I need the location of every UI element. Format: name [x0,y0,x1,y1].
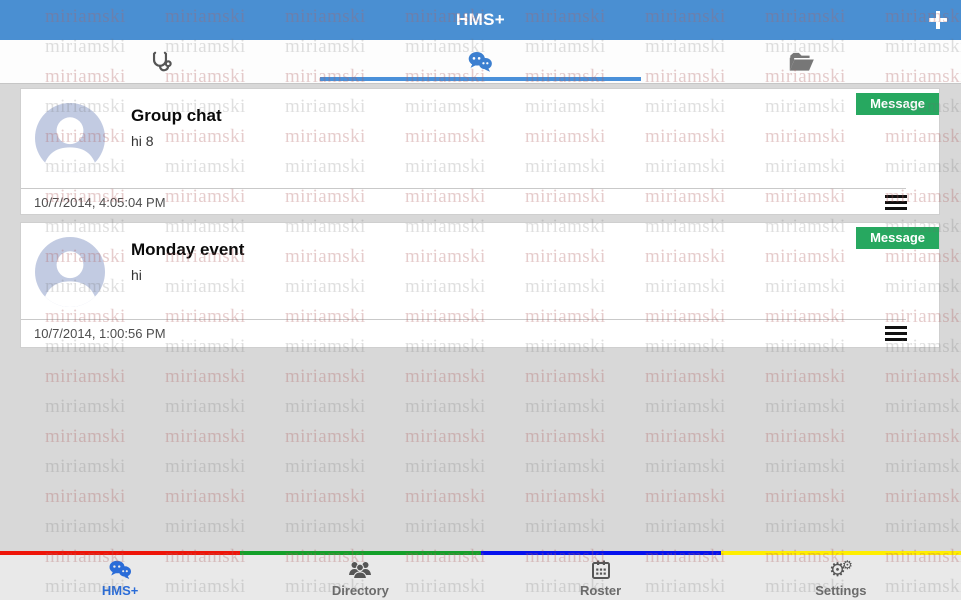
nav-label: Directory [331,583,389,598]
menu-button[interactable] [885,323,907,344]
menu-button[interactable] [885,192,907,213]
conversation-card[interactable]: Monday event hi Message 10/7/2014, 1:00:… [20,222,940,348]
nav-stripe-segment [240,551,481,555]
nav-stripe-segment [0,551,241,555]
tab-patients[interactable] [0,40,320,83]
hamburger-icon [885,194,907,198]
nav-stripe-segment [720,551,961,555]
card-divider [21,188,906,189]
card-footer: 10/7/2014, 4:05:04 PM [21,189,939,215]
conversation-main: Group chat hi 8 Message [21,89,939,188]
conversation-title: Monday event [131,240,245,259]
people-group-icon [349,562,372,579]
card-divider [21,319,906,320]
card-footer: 10/7/2014, 1:00:56 PM [21,320,939,346]
chat-bubbles-icon [109,560,132,579]
gear-small-icon: ⚙ [842,558,853,572]
conversation-preview: hi [131,267,142,283]
bottom-nav: HMS+ Directory [0,555,961,600]
nav-item-hms[interactable]: HMS+ [0,555,240,600]
conversation-card[interactable]: Group chat hi 8 Message 10/7/2014, 4:05:… [20,88,940,215]
add-button[interactable] [925,7,951,33]
tab-messages[interactable] [320,40,640,83]
roster-grid-icon [591,560,610,579]
nav-stripe [0,551,961,555]
nav-label: Roster [580,583,622,598]
conversation-main: Monday event hi Message [21,223,939,319]
gears-icon: ⚙ [828,558,847,581]
avatar [35,237,105,307]
nav-item-directory[interactable]: Directory [240,555,480,600]
person-silhouette-icon [42,251,98,307]
stethoscope-icon [153,51,172,71]
nav-stripe-segment [480,551,721,555]
avatar [35,103,105,173]
conversation-timestamp: 10/7/2014, 4:05:04 PM [34,194,166,210]
nav-label: Settings [815,583,867,598]
active-tab-indicator [320,77,641,81]
nav-item-roster[interactable]: Roster [481,555,721,600]
folder-open-icon [789,52,814,71]
conversation-preview: hi 8 [131,133,154,149]
header-bar: HMS+ [0,0,961,40]
message-button[interactable]: Message [856,93,939,115]
hamburger-icon [885,325,907,329]
person-silhouette-icon [42,117,98,173]
tab-files[interactable] [641,40,961,83]
nav-item-settings[interactable]: ⚙ ⚙ Settings [721,555,961,600]
plus-icon [929,11,947,29]
nav-label: HMS+ [101,583,139,598]
conversation-timestamp: 10/7/2014, 1:00:56 PM [34,325,166,341]
message-button[interactable]: Message [856,227,939,249]
chat-bubbles-icon [469,51,493,72]
conversation-title: Group chat [131,106,222,125]
tab-bar [0,40,961,84]
app-title: HMS+ [456,10,505,29]
